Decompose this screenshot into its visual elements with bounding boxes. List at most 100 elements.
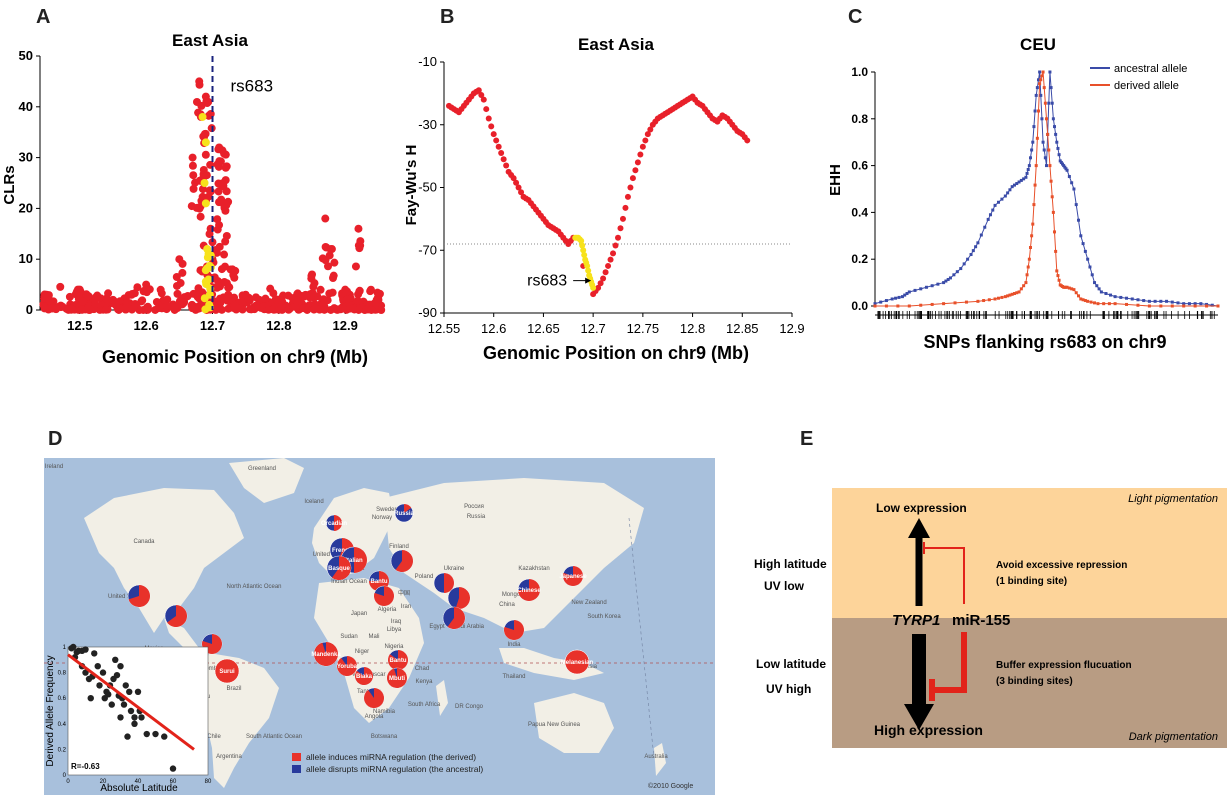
low-expression-label: Low expression <box>876 501 967 515</box>
map-place-label: South Africa <box>408 702 441 708</box>
chart-c-point <box>1006 294 1010 298</box>
chart-b-yellow-point <box>579 242 586 249</box>
chart-a-point <box>316 285 325 294</box>
chart-a-point <box>241 290 250 299</box>
chart-c-point <box>1022 177 1026 181</box>
chart-a-point <box>78 297 87 306</box>
chart-b-point <box>515 184 522 191</box>
chart-b-yellow-point <box>578 237 585 244</box>
chart-c-ytick-label: 0.8 <box>851 112 868 126</box>
chart-b-point <box>478 91 485 98</box>
inset-point <box>113 671 121 679</box>
chart-c-point <box>1086 299 1090 303</box>
population-label: Mandenka <box>311 652 341 658</box>
map-place-label: Angola <box>365 714 384 720</box>
inset-point <box>117 714 124 721</box>
chart-c-point <box>1130 297 1134 301</box>
chart-c-point <box>919 287 923 291</box>
chart-c-legend-label: ancestral allele <box>1114 63 1187 75</box>
chart-b-point <box>637 151 644 158</box>
chart-c-point <box>986 217 990 221</box>
chart-c-point <box>1048 70 1052 74</box>
chart-c-point <box>946 277 950 281</box>
map-place-label: Iran <box>401 604 411 610</box>
repression-line-thin <box>924 547 965 604</box>
chart-a-point <box>215 157 224 166</box>
chart-c-point <box>1045 117 1048 121</box>
chart-c-point <box>1096 302 1100 306</box>
chart-c-point <box>1010 292 1014 296</box>
map-legend-label: allele disrupts miRNA regulation (the an… <box>306 764 483 774</box>
chart-c-point <box>1039 78 1043 82</box>
inset-ytick-label: 1 <box>63 645 67 651</box>
chart-a-yellow-point <box>204 249 213 258</box>
chart-b-point <box>629 175 636 182</box>
inset-ytick-label: 0 <box>63 773 67 779</box>
chart-c-point <box>1035 86 1039 90</box>
chart-b-point <box>610 250 617 257</box>
chart-c-point <box>884 299 888 303</box>
chart-a-yellow-point <box>200 179 209 187</box>
chart-b-point <box>513 179 520 186</box>
chart-b-yellow-point <box>584 262 591 269</box>
chart-c-point <box>1017 180 1021 184</box>
chart-c-point <box>1159 299 1163 303</box>
chart-c-point <box>1099 290 1103 294</box>
chart-c-point <box>1165 299 1169 303</box>
chart-c-point <box>1107 302 1111 306</box>
chart-c-point <box>1097 287 1101 291</box>
chart-c-xlabel: SNPs flanking rs683 on chr9 <box>923 332 1166 352</box>
population-pies: Orcadian Russia French Italian Basque Bantu Ma… <box>127 503 594 709</box>
chart-c-point <box>1059 160 1063 164</box>
chart-a-point <box>261 294 270 303</box>
chart-b-point <box>615 234 621 241</box>
chart-a-point <box>343 295 352 304</box>
repression-line-thick <box>930 632 967 693</box>
chart-c-point <box>873 304 877 308</box>
inset-point <box>161 733 168 740</box>
chart-c-point <box>1055 269 1059 273</box>
chart-c-point <box>1038 70 1042 74</box>
chart-a-xtick-label: 12.6 <box>133 318 158 333</box>
chart-c-point <box>983 225 987 229</box>
population-pie-unlabeled-slice <box>128 585 150 607</box>
chart-c-point <box>1003 295 1007 299</box>
chart-c-ylabel: EHH <box>827 164 844 196</box>
chart-c-point <box>1027 257 1031 261</box>
chart-b-rs683-arrowhead <box>585 277 592 284</box>
chart-c-point <box>1036 78 1040 82</box>
inset-ytick-label: 0.2 <box>58 747 67 753</box>
population-pie-slice <box>337 656 358 676</box>
chart-c-point <box>1032 125 1036 129</box>
chart-b-point <box>595 284 602 291</box>
chart-c-point <box>1028 246 1032 249</box>
chart-c-point <box>1113 295 1117 299</box>
chart-a-point <box>75 285 84 294</box>
avoid-repression-line1: Avoid excessive repression <box>996 560 1127 571</box>
chart-a-ytick-label: 40 <box>19 99 33 114</box>
map-place-label: Kenya <box>415 679 433 685</box>
map-place-label: Niger <box>355 649 369 655</box>
chart-c-point <box>1125 302 1129 306</box>
chart-b-point <box>605 262 612 269</box>
inset-point <box>82 669 89 676</box>
chart-a-yellow-point <box>201 138 210 147</box>
chart-a-point <box>351 262 360 271</box>
inset-point <box>131 720 138 727</box>
chart-a-point <box>214 162 223 171</box>
chart-b-point <box>490 131 497 138</box>
map-place-label: 中国 <box>398 589 410 597</box>
population-label: Yoruba <box>337 664 358 670</box>
chart-c-point <box>1051 210 1055 214</box>
map-place-label: Indian Ocean <box>331 579 367 585</box>
chart-c-point <box>1070 287 1074 291</box>
population-pie-slice <box>387 650 408 670</box>
high-latitude-label: High latitude <box>754 557 827 571</box>
map-place-label: Iceland <box>304 499 323 505</box>
chart-a-ytick-label: 0 <box>26 302 33 317</box>
chart-a-point <box>269 289 278 298</box>
chart-a-point <box>224 290 233 299</box>
chart-c-point <box>976 241 980 245</box>
population-label: Biaka <box>356 674 373 680</box>
